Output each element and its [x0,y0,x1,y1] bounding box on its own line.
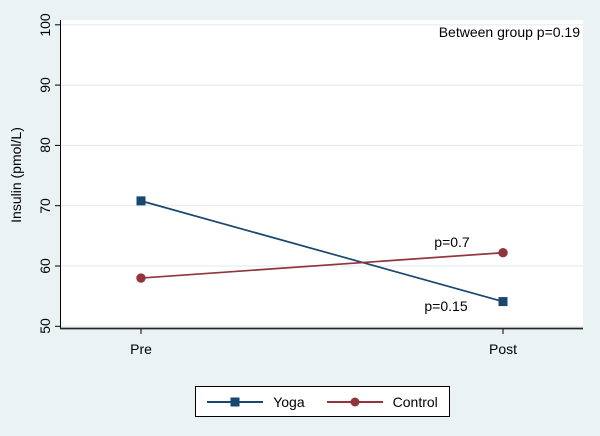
y-tick-label-100: 100 [37,13,53,37]
marker-yoga-pre [136,196,146,206]
y-tick-label-50: 50 [37,318,53,335]
y-tick-label-80: 80 [37,137,53,154]
legend-entry-yoga: Yoga [207,393,305,410]
x-tick-label-post: Post [488,341,518,357]
between-group-p-annotation: Between group p=0.19 [438,24,580,40]
plot-background [60,20,583,329]
control-circle-marker-icon [350,397,360,406]
x-tick-label-pre: Pre [130,341,152,357]
y-axis-title: Insulin (pmol/L) [8,127,24,223]
control-line-swatch [326,397,383,406]
y-tick-label-70: 70 [37,197,53,214]
marker-control-post [498,248,508,258]
series-line-yoga [140,200,504,303]
yoga-p-value-label: p=0.15 [424,298,468,314]
control-p-value-label: p=0.7 [434,234,470,250]
legend: Yoga Control [195,386,450,417]
legend-label-yoga: Yoga [273,393,305,410]
marker-control-pre [136,273,146,283]
y-tick-label-90: 90 [37,77,53,93]
series-line-control [140,251,504,279]
legend-entry-control: Control [326,393,438,410]
marker-yoga-post [498,297,508,307]
y-tick-label-60: 60 [37,258,53,274]
legend-label-control: Control [392,393,438,410]
yoga-square-marker-icon [230,397,240,406]
yoga-line-swatch [207,397,264,406]
